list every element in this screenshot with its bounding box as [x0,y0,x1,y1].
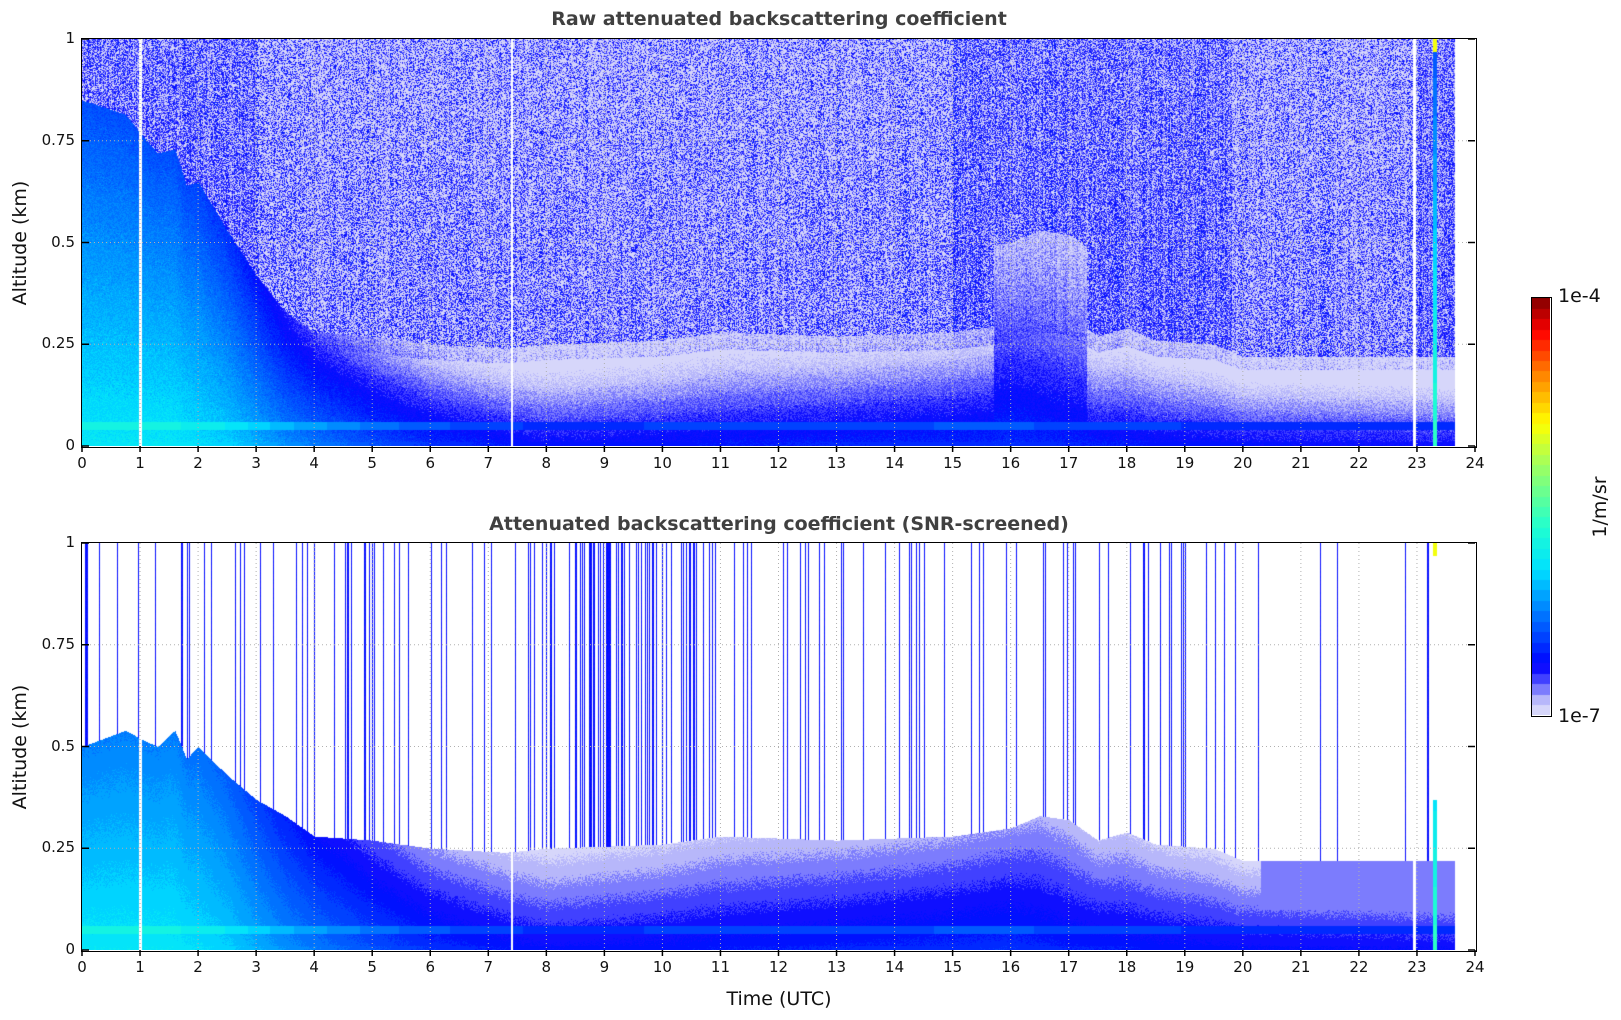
x-tick-label: 21 [1291,958,1311,976]
colorbar-unit-label: 1/m/sr [1589,476,1611,538]
x-tick-label: 9 [599,958,610,976]
x-tick-label: 19 [1175,454,1195,472]
bottom-plot-title: Attenuated backscattering coefficient (S… [489,513,1069,535]
x-tick-label: 6 [425,958,436,976]
axes-overlay [81,38,1476,452]
x-tick-label: 8 [541,958,552,976]
y-tick-label: 0.5 [51,232,75,251]
x-tick-label: 19 [1175,958,1195,976]
x-tick-label: 3 [251,958,261,976]
bottom-plot-ylabel: Altitude (km) [9,684,31,810]
x-tick-label: 20 [1233,454,1253,472]
x-tick-label: 16 [1001,958,1021,976]
top-plot-ylabel: Altitude (km) [9,180,31,306]
colorbar-min-label: 1e-7 [1558,705,1601,727]
x-tick-label: 1 [135,454,145,472]
y-tick-label: 0.75 [41,130,75,149]
x-tick-label: 5 [367,958,377,976]
y-tick-label: 1 [65,29,75,47]
x-tick-label: 12 [768,454,789,472]
x-tick-label: 24 [1465,454,1485,472]
bottom-plot-xlabel: Time (UTC) [726,988,832,1010]
x-tick-label: 15 [943,454,963,472]
colorbar [1531,297,1552,717]
x-tick-label: 7 [483,454,494,472]
x-tick-label: 10 [652,958,672,976]
x-tick-label: 2 [193,958,203,976]
x-tick-label: 23 [1407,454,1427,472]
x-tick-label: 18 [1117,454,1137,472]
y-tick-label: 0.25 [41,838,75,857]
y-tick-label: 1 [65,533,75,551]
x-tick-label: 13 [826,958,847,976]
x-tick-label: 18 [1117,958,1137,976]
x-tick-label: 22 [1349,454,1369,472]
x-tick-label: 16 [1001,454,1021,472]
x-tick-label: 24 [1465,958,1485,976]
colorbar-gradient [1532,298,1550,715]
x-tick-label: 0 [77,958,87,976]
x-tick-label: 3 [251,454,261,472]
x-tick-label: 14 [885,958,905,976]
y-tick-label: 0.25 [41,334,75,353]
raw-backscatter-axes: 0 1 2 3 4 5 6 7 8 9 10 11 12 13 14 15 16 17 18 19 20 21 22 23 24… [42,29,1485,472]
x-tick-label: 5 [367,454,377,472]
y-tick-label: 0.75 [41,634,75,653]
axes-overlay [81,542,1476,956]
x-tick-label: 20 [1233,958,1253,976]
x-tick-label: 23 [1407,958,1427,976]
colorbar-max-label: 1e-4 [1558,285,1601,307]
x-tick-label: 8 [541,454,552,472]
x-tick-label: 4 [309,958,319,976]
x-tick-label: 17 [1059,958,1079,976]
x-tick-label: 9 [599,454,610,472]
x-tick-label: 10 [652,454,672,472]
x-tick-label: 14 [885,454,905,472]
x-tick-label: 13 [826,454,847,472]
x-tick-label: 6 [425,454,436,472]
x-tick-label: 12 [768,958,789,976]
x-tick-label: 22 [1349,958,1369,976]
y-tick-label: 0.5 [51,736,75,755]
x-tick-label: 0 [77,454,87,472]
x-tick-label: 7 [483,958,494,976]
x-tick-label: 11 [710,454,730,472]
y-tick-label: 0 [65,940,75,958]
x-tick-label: 1 [135,958,145,976]
x-tick-label: 17 [1059,454,1079,472]
screened-backscatter-axes: 0 1 2 3 4 5 6 7 8 9 10 11 12 13 14 15 16 17 18 19 20 21 22 23 24… [42,533,1485,976]
top-plot-title: Raw attenuated backscattering coefficien… [551,8,1007,30]
y-tick-label: 0 [65,436,75,454]
x-tick-label: 11 [710,958,730,976]
x-tick-label: 15 [943,958,963,976]
x-tick-label: 2 [193,454,203,472]
x-tick-label: 21 [1291,454,1311,472]
x-tick-label: 4 [309,454,319,472]
